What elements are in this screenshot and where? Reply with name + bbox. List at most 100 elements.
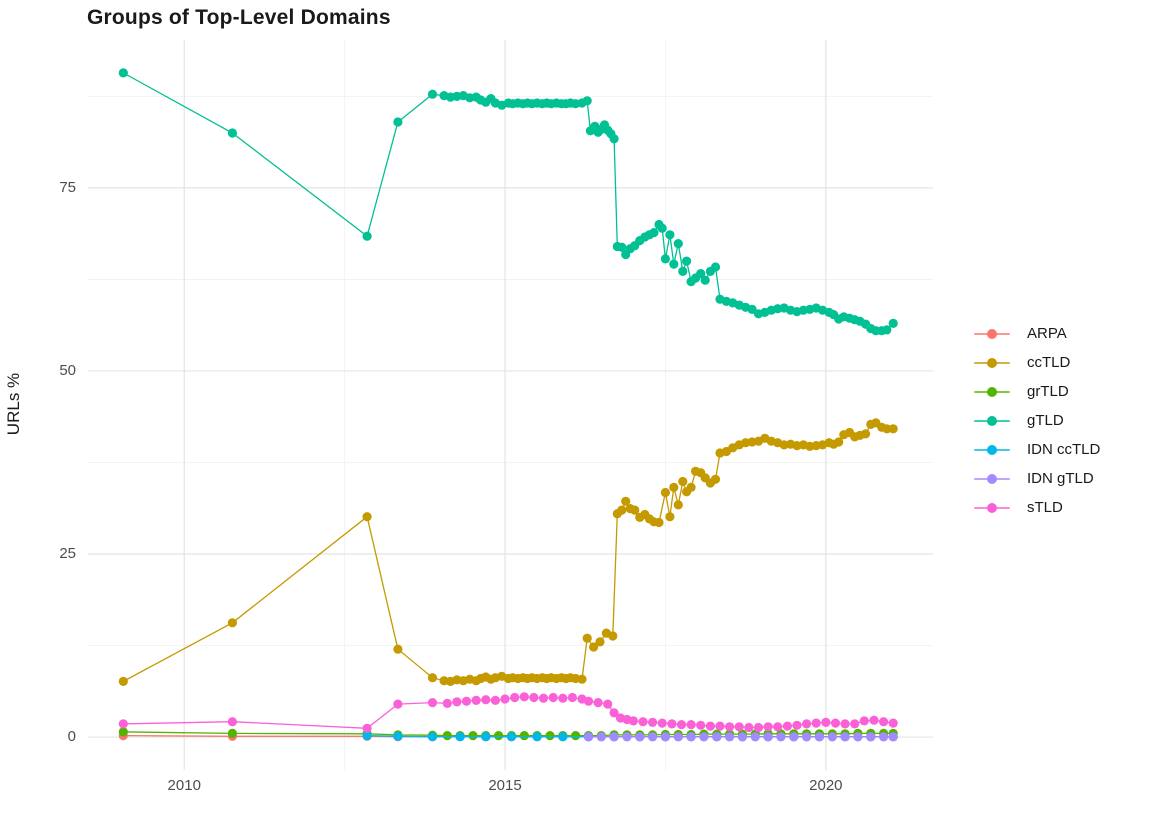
data-point-idn-gtld	[673, 732, 683, 742]
data-point-cctld	[834, 437, 844, 447]
data-point-gtld	[669, 259, 679, 269]
data-point-stld	[888, 718, 898, 728]
legend-key-icon	[974, 502, 1010, 514]
data-point-stld	[442, 698, 452, 709]
data-point-idn-gtld	[737, 732, 748, 742]
data-point-cctld	[686, 482, 696, 492]
data-point-stld	[490, 695, 500, 706]
legend-item-arpa: ARPA	[974, 319, 1100, 348]
data-point-gtld	[710, 262, 721, 272]
data-point-cctld	[595, 637, 605, 647]
data-point-stld	[763, 722, 773, 732]
data-point-stld	[657, 718, 667, 728]
data-point-cctld	[227, 618, 237, 628]
data-point-idn-gtld	[827, 732, 837, 742]
data-point-gtld	[657, 223, 667, 233]
data-point-stld	[715, 721, 725, 731]
data-point-stld	[393, 699, 403, 709]
data-point-grtld	[519, 731, 529, 741]
data-point-cctld	[621, 496, 631, 506]
data-point-idn-gtld	[609, 732, 619, 742]
data-point-stld	[452, 697, 462, 707]
data-point-idn-cctld	[481, 732, 491, 742]
data-point-stld	[802, 719, 812, 729]
data-point-gtld	[393, 117, 403, 127]
data-point-cctld	[660, 487, 671, 498]
data-point-gtld	[582, 96, 592, 106]
legend-key-icon	[974, 328, 1010, 340]
data-point-grtld	[571, 731, 581, 741]
data-point-gtld	[660, 254, 671, 264]
data-point-idn-gtld	[776, 732, 786, 742]
data-point-idn-cctld	[532, 732, 542, 742]
data-point-idn-gtld	[750, 732, 760, 742]
data-point-idn-gtld	[596, 732, 606, 742]
data-point-idn-gtld	[699, 732, 709, 742]
data-point-gtld	[227, 128, 237, 138]
data-point-stld	[481, 695, 491, 705]
data-point-cctld	[630, 505, 640, 515]
data-point-idn-gtld	[814, 732, 825, 742]
data-point-stld	[792, 720, 802, 730]
data-point-idn-gtld	[853, 732, 863, 742]
data-point-idn-gtld	[712, 732, 722, 742]
data-point-stld	[676, 720, 687, 730]
data-point-stld	[753, 722, 764, 733]
legend-item-idn-cctld: IDN ccTLD	[974, 435, 1100, 464]
legend-label: sTLD	[1027, 499, 1063, 516]
data-point-idn-cctld	[506, 732, 517, 742]
data-point-idn-gtld	[648, 732, 658, 742]
y-tick-label-50: 50	[59, 361, 76, 379]
data-point-gtld	[747, 304, 757, 314]
data-point-idn-cctld	[455, 732, 465, 742]
data-point-stld	[725, 722, 735, 732]
data-point-stld	[529, 692, 539, 703]
legend-label: ccTLD	[1027, 354, 1071, 371]
data-point-stld	[558, 693, 568, 703]
data-point-cctld	[118, 676, 128, 687]
data-point-gtld	[609, 134, 619, 144]
data-point-grtld	[118, 727, 128, 737]
data-point-stld	[471, 695, 481, 706]
data-point-stld	[609, 708, 619, 718]
data-point-idn-gtld	[789, 732, 799, 742]
data-point-stld	[782, 721, 793, 731]
data-point-stld	[859, 716, 869, 726]
data-point-stld	[696, 720, 706, 730]
legend-key-icon	[974, 386, 1010, 398]
data-point-grtld	[442, 731, 452, 741]
data-point-gtld	[362, 231, 372, 241]
series-line-cctld	[122, 422, 894, 683]
data-point-stld	[705, 721, 716, 731]
data-point-stld	[850, 719, 860, 729]
data-point-stld	[734, 722, 744, 732]
x-tick-label-2010: 2010	[167, 777, 201, 794]
data-point-idn-gtld	[583, 732, 594, 742]
data-point-stld	[603, 699, 613, 709]
legend-item-stld: sTLD	[974, 493, 1100, 522]
data-point-stld	[628, 716, 639, 726]
legend-label: grTLD	[1027, 383, 1069, 400]
data-point-cctld	[617, 505, 627, 515]
data-point-gtld	[118, 68, 128, 78]
data-point-gtld	[682, 256, 692, 266]
data-point-idn-cctld	[427, 732, 438, 742]
data-point-grtld	[468, 731, 478, 741]
data-point-stld	[538, 693, 549, 703]
data-point-stld	[548, 692, 558, 703]
data-point-cctld	[393, 644, 403, 654]
legend-key-icon	[974, 415, 1010, 427]
data-point-idn-gtld	[802, 732, 812, 742]
data-point-stld	[830, 718, 841, 728]
data-point-stld	[869, 715, 879, 725]
y-tick-label-0: 0	[67, 728, 76, 746]
data-point-cctld	[673, 500, 683, 510]
data-point-stld	[879, 717, 889, 727]
data-point-gtld	[617, 242, 627, 252]
data-point-idn-gtld	[888, 732, 898, 742]
data-point-cctld	[589, 642, 599, 652]
data-point-idn-gtld	[879, 732, 889, 742]
legend-label: IDN ccTLD	[1027, 441, 1101, 458]
data-point-cctld	[861, 429, 871, 439]
data-point-idn-gtld	[622, 732, 632, 742]
